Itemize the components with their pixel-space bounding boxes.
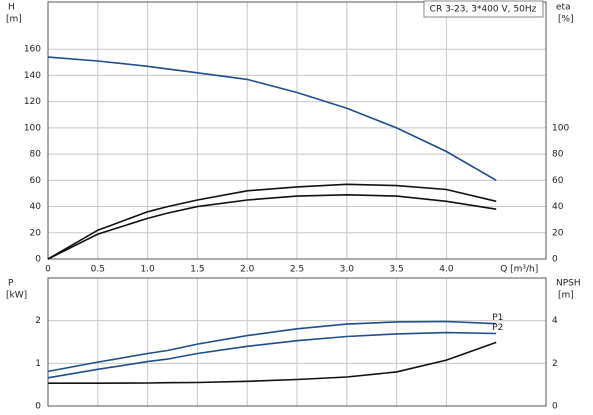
y2-axis-unit: [%] bbox=[558, 15, 574, 25]
series-line bbox=[47, 56, 497, 181]
title-box bbox=[423, 0, 544, 18]
y-tick-label: 100 bbox=[24, 123, 41, 133]
y2-tick-label: 60 bbox=[552, 176, 564, 186]
y-tick-label: 80 bbox=[30, 150, 42, 160]
series-label: P2 bbox=[492, 323, 503, 333]
y-tick-label: 1 bbox=[35, 359, 41, 369]
x-tick-label: 1.5 bbox=[190, 265, 204, 275]
y2-tick-label: 80 bbox=[552, 150, 564, 160]
x-tick-label: 3.5 bbox=[389, 265, 403, 275]
x-axis-label: Q [m³/h] bbox=[500, 265, 538, 275]
x-tick-label: 0.5 bbox=[91, 265, 105, 275]
y-tick-label: 2 bbox=[35, 316, 41, 326]
y2-tick-label: 100 bbox=[552, 123, 569, 133]
y-tick-label: 40 bbox=[30, 202, 42, 212]
y-tick-label: 120 bbox=[24, 97, 41, 107]
y-tick-label: 0 bbox=[35, 255, 41, 265]
y2-tick-label: 2 bbox=[552, 359, 558, 369]
y2-tick-label: 0 bbox=[552, 255, 558, 265]
x-tick-label: 1.0 bbox=[140, 265, 155, 275]
x-tick-label: 2.5 bbox=[290, 265, 304, 275]
plot-frame bbox=[47, 277, 547, 407]
y2-axis-label: eta bbox=[556, 3, 571, 13]
y-axis-unit: [kW] bbox=[6, 291, 27, 301]
series-line bbox=[47, 183, 497, 260]
y-tick-label: 0 bbox=[35, 402, 41, 412]
y-tick-label: 140 bbox=[24, 71, 41, 81]
y-tick-label: 20 bbox=[30, 228, 42, 238]
x-tick-label: 2.0 bbox=[240, 265, 255, 275]
x-tick-label: 3.0 bbox=[340, 265, 355, 275]
plot-frame bbox=[47, 1, 547, 260]
y2-axis-unit: [m] bbox=[558, 291, 574, 301]
y-axis-unit: [m] bbox=[6, 15, 22, 25]
chart-title: CR 3-23, 3*400 V, 50Hz bbox=[430, 5, 537, 15]
y-axis-label: H bbox=[8, 3, 15, 13]
series-line bbox=[48, 341, 497, 384]
y2-axis-label: NPSH bbox=[556, 279, 581, 289]
y2-tick-label: 40 bbox=[552, 202, 564, 212]
y2-tick-label: 0 bbox=[552, 402, 558, 412]
series-line bbox=[47, 320, 497, 373]
y-tick-label: 60 bbox=[30, 176, 42, 186]
y2-tick-label: 4 bbox=[552, 316, 558, 326]
y-tick-label: 160 bbox=[24, 45, 41, 55]
series-line bbox=[47, 193, 497, 260]
series-line bbox=[47, 331, 497, 379]
x-tick-label: 4.0 bbox=[439, 265, 454, 275]
y2-tick-label: 20 bbox=[552, 228, 564, 238]
series-label: P1 bbox=[492, 313, 503, 323]
x-tick-label: 0 bbox=[45, 265, 51, 275]
y-axis-label: P bbox=[8, 279, 14, 289]
